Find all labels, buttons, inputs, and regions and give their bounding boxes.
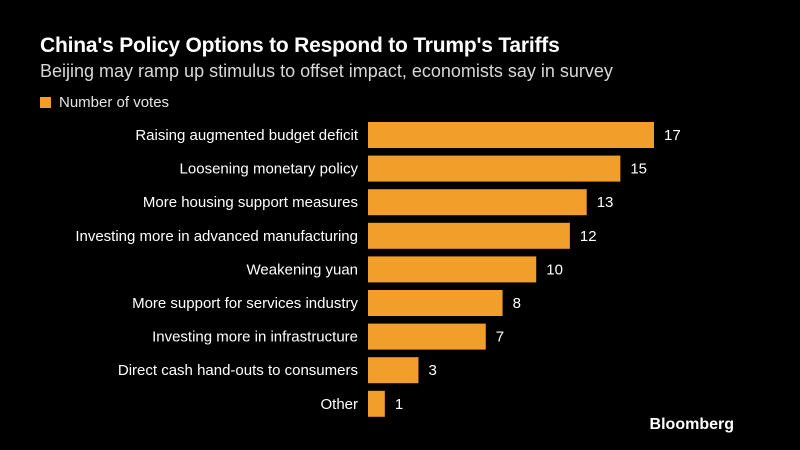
legend: Number of votes — [40, 94, 169, 111]
value-label: 3 — [428, 362, 436, 379]
chart-subtitle: Beijing may ramp up stimulus to offset i… — [40, 61, 613, 81]
legend-swatch — [40, 97, 51, 108]
value-label: 10 — [546, 261, 563, 278]
source-logo: Bloomberg — [649, 416, 734, 433]
category-label: Investing more in infrastructure — [152, 329, 358, 346]
value-label: 1 — [395, 396, 403, 413]
category-label: Investing more in advanced manufacturing — [75, 228, 358, 245]
category-label: More support for services industry — [132, 295, 358, 312]
value-label: 13 — [597, 194, 614, 211]
category-label: Weakening yuan — [247, 261, 358, 278]
bar — [368, 256, 537, 283]
bar — [368, 122, 654, 148]
bar — [368, 390, 385, 417]
value-label: 7 — [496, 329, 504, 346]
value-label: 17 — [664, 127, 681, 144]
value-label: 8 — [513, 295, 521, 312]
category-label: Loosening monetary policy — [180, 161, 359, 178]
bar — [368, 290, 503, 316]
value-label: 12 — [580, 228, 597, 245]
category-label: Direct cash hand-outs to consumers — [118, 362, 358, 379]
bar — [368, 189, 587, 216]
category-label: More housing support measures — [143, 194, 358, 211]
category-label: Other — [320, 396, 358, 413]
bar — [368, 155, 621, 182]
bar — [368, 323, 486, 350]
bar — [368, 222, 570, 249]
value-label: 15 — [630, 161, 647, 178]
category-label: Raising augmented budget deficit — [135, 127, 358, 144]
chart-title: China's Policy Options to Respond to Tru… — [40, 34, 560, 57]
bar — [368, 357, 419, 384]
legend-label: Number of votes — [59, 94, 170, 111]
